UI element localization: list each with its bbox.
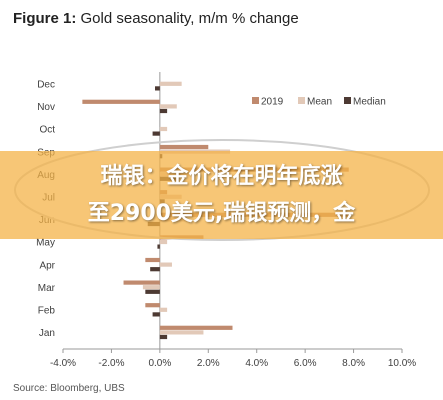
x-tick-label: 0.0% <box>148 358 171 369</box>
bar-2019-jan <box>159 325 233 330</box>
x-tick-label: -4.0% <box>50 358 76 369</box>
legend-swatch-median <box>344 97 351 104</box>
x-tick-label: -2.0% <box>98 358 124 369</box>
overlay-line-1: 瑞银：金价将在明年底涨 <box>100 164 343 189</box>
category-label-dec: Dec <box>37 80 55 91</box>
bar-median-oct <box>152 131 160 136</box>
x-tick-label: 8.0% <box>342 358 365 369</box>
legend-swatch-mean <box>298 97 305 104</box>
category-label-feb: Feb <box>38 306 56 317</box>
overlay-banner: 瑞银：金价将在明年底涨 至2900美元,瑞银预测，金 <box>0 151 443 239</box>
source-note: Source: Bloomberg, UBS <box>13 383 125 394</box>
category-label-apr: Apr <box>39 260 55 271</box>
bar-median-may <box>157 244 160 249</box>
bar-median-jan <box>159 334 168 340</box>
bar-median-nov <box>159 108 168 114</box>
bar-2019-mar <box>123 280 160 285</box>
bar-median-mar <box>145 289 160 294</box>
bar-2019-feb <box>145 303 160 308</box>
bar-mean-jan <box>159 330 204 335</box>
x-tick-label: 10.0% <box>388 358 416 369</box>
x-tick-label: 6.0% <box>294 358 317 369</box>
bar-mean-nov <box>159 104 177 109</box>
category-label-may: May <box>36 238 55 249</box>
bar-2019-sep <box>159 144 209 150</box>
figure-title: Figure 1: Gold seasonality, m/m % change <box>13 10 299 27</box>
legend-label-2019: 2019 <box>261 97 284 108</box>
bar-2019-nov <box>82 99 160 104</box>
legend-swatch-2019 <box>252 97 259 104</box>
category-label-mar: Mar <box>38 283 56 294</box>
bar-median-dec <box>155 86 160 91</box>
bar-median-apr <box>150 267 160 272</box>
legend-label-mean: Mean <box>307 97 332 108</box>
category-label-nov: Nov <box>37 102 55 113</box>
bar-mean-may <box>159 239 168 245</box>
bar-mean-dec <box>159 81 182 86</box>
figure-number: Figure 1: <box>13 10 77 27</box>
category-label-oct: Oct <box>39 125 55 136</box>
x-tick-label: 4.0% <box>245 358 268 369</box>
bar-2019-apr <box>145 257 160 263</box>
bar-mean-oct <box>159 126 168 132</box>
category-label-jan: Jan <box>39 328 55 339</box>
legend-label-median: Median <box>353 97 386 108</box>
overlay-banner-text: 瑞银：金价将在明年底涨 至2900美元,瑞银预测，金 <box>0 151 443 232</box>
bar-median-feb <box>152 312 160 317</box>
bar-mean-mar <box>142 285 160 290</box>
bar-mean-feb <box>159 307 168 312</box>
figure-title-text: Gold seasonality, m/m % change <box>80 10 299 27</box>
bar-mean-apr <box>159 262 172 267</box>
overlay-line-2: 至2900美元,瑞银预测，金 <box>87 201 356 226</box>
x-tick-label: 2.0% <box>197 358 220 369</box>
